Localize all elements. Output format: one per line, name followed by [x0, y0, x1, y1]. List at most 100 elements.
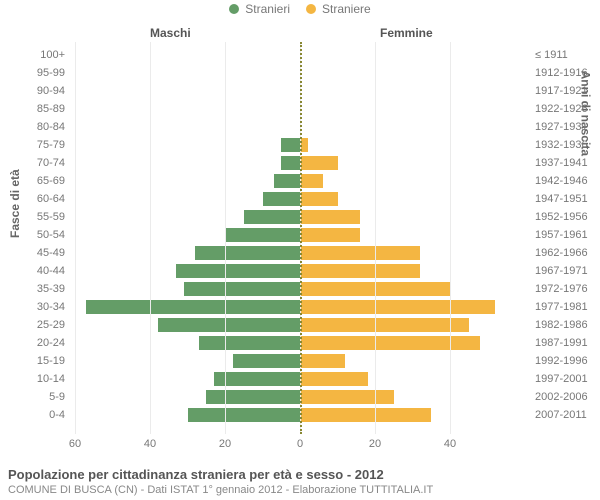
y-tick-age: 45-49 — [0, 246, 70, 260]
chart-subtitle: COMUNE DI BUSCA (CN) - Dati ISTAT 1° gen… — [8, 484, 592, 496]
bar-female — [300, 192, 338, 206]
y-tick-birth: 1942-1946 — [530, 174, 600, 188]
plot-area — [75, 42, 525, 434]
bar-female — [300, 246, 420, 260]
y-tick-birth: 1927-1931 — [530, 120, 600, 134]
y-tick-birth: 1917-1921 — [530, 84, 600, 98]
legend-label: Stranieri — [245, 2, 290, 16]
y-tick-birth: 2002-2006 — [530, 390, 600, 404]
bar-male — [281, 138, 300, 152]
y-tick-age: 25-29 — [0, 318, 70, 332]
bar-female — [300, 354, 345, 368]
bar-male — [176, 264, 300, 278]
y-tick-birth: 1947-1951 — [530, 192, 600, 206]
x-tick: 0 — [285, 438, 315, 450]
y-tick-age: 0-4 — [0, 408, 70, 422]
bar-female — [300, 264, 420, 278]
y-tick-age: 30-34 — [0, 300, 70, 314]
female-half — [300, 42, 525, 434]
y-tick-age: 20-24 — [0, 336, 70, 350]
y-tick-birth: 1982-1986 — [530, 318, 600, 332]
x-tick: 60 — [60, 438, 90, 450]
bar-male — [158, 318, 301, 332]
y-tick-birth: 2007-2011 — [530, 408, 600, 422]
gridline — [225, 42, 226, 434]
bar-male — [281, 156, 300, 170]
y-tick-age: 50-54 — [0, 228, 70, 242]
chart-footer: Popolazione per cittadinanza straniera p… — [8, 467, 592, 496]
y-tick-age: 60-64 — [0, 192, 70, 206]
gridline — [450, 42, 451, 434]
chart-title: Popolazione per cittadinanza straniera p… — [8, 467, 592, 482]
x-tick: 20 — [360, 438, 390, 450]
legend-label: Straniere — [322, 2, 371, 16]
bar-female — [300, 318, 469, 332]
x-tick: 20 — [210, 438, 240, 450]
bar-male — [214, 372, 300, 386]
bar-female — [300, 210, 360, 224]
column-header-male: Maschi — [150, 26, 191, 40]
y-tick-birth: 1962-1966 — [530, 246, 600, 260]
y-tick-age: 35-39 — [0, 282, 70, 296]
y-tick-age: 15-19 — [0, 354, 70, 368]
y-tick-age: 10-14 — [0, 372, 70, 386]
bar-male — [206, 390, 300, 404]
bar-male — [225, 228, 300, 242]
legend-swatch-icon — [229, 4, 239, 14]
y-tick-birth: 1992-1996 — [530, 354, 600, 368]
y-tick-birth: 1987-1991 — [530, 336, 600, 350]
y-tick-birth: 1922-1926 — [530, 102, 600, 116]
x-tick: 40 — [135, 438, 165, 450]
bar-male — [184, 282, 300, 296]
y-tick-birth: ≤ 1911 — [530, 48, 600, 62]
y-tick-birth: 1997-2001 — [530, 372, 600, 386]
y-tick-age: 85-89 — [0, 102, 70, 116]
bar-female — [300, 372, 368, 386]
y-tick-age: 70-74 — [0, 156, 70, 170]
legend: Stranieri Straniere — [0, 2, 600, 17]
y-tick-birth: 1937-1941 — [530, 156, 600, 170]
bar-male — [195, 246, 300, 260]
gridline — [375, 42, 376, 434]
y-tick-age: 90-94 — [0, 84, 70, 98]
y-tick-birth: 1977-1981 — [530, 300, 600, 314]
legend-swatch-icon — [306, 4, 316, 14]
bar-female — [300, 156, 338, 170]
y-tick-age: 5-9 — [0, 390, 70, 404]
bar-female — [300, 300, 495, 314]
bar-male — [188, 408, 301, 422]
y-tick-birth: 1952-1956 — [530, 210, 600, 224]
x-tick: 40 — [435, 438, 465, 450]
y-tick-age: 75-79 — [0, 138, 70, 152]
y-tick-birth: 1972-1976 — [530, 282, 600, 296]
y-tick-birth: 1912-1916 — [530, 66, 600, 80]
gridline — [75, 42, 76, 434]
center-axis-line — [300, 42, 302, 434]
male-half — [75, 42, 300, 434]
population-pyramid-chart: StranieriStraniere Maschi Femmine Fasce … — [0, 0, 600, 500]
y-tick-age: 95-99 — [0, 66, 70, 80]
bar-female — [300, 390, 394, 404]
bar-male — [233, 354, 301, 368]
bar-female — [300, 336, 480, 350]
legend-item-0: Stranieri — [229, 2, 290, 16]
gridline — [150, 42, 151, 434]
bar-female — [300, 228, 360, 242]
column-header-female: Femmine — [380, 26, 433, 40]
bar-male — [199, 336, 300, 350]
bar-male — [263, 192, 301, 206]
y-tick-birth: 1957-1961 — [530, 228, 600, 242]
y-tick-age: 80-84 — [0, 120, 70, 134]
bar-female — [300, 408, 431, 422]
bar-female — [300, 174, 323, 188]
bar-male — [274, 174, 300, 188]
bar-male — [86, 300, 300, 314]
bar-male — [244, 210, 300, 224]
legend-item-1: Straniere — [306, 2, 371, 16]
y-tick-birth: 1967-1971 — [530, 264, 600, 278]
y-tick-age: 100+ — [0, 48, 70, 62]
y-tick-age: 65-69 — [0, 174, 70, 188]
y-tick-age: 55-59 — [0, 210, 70, 224]
y-tick-age: 40-44 — [0, 264, 70, 278]
y-tick-birth: 1932-1936 — [530, 138, 600, 152]
